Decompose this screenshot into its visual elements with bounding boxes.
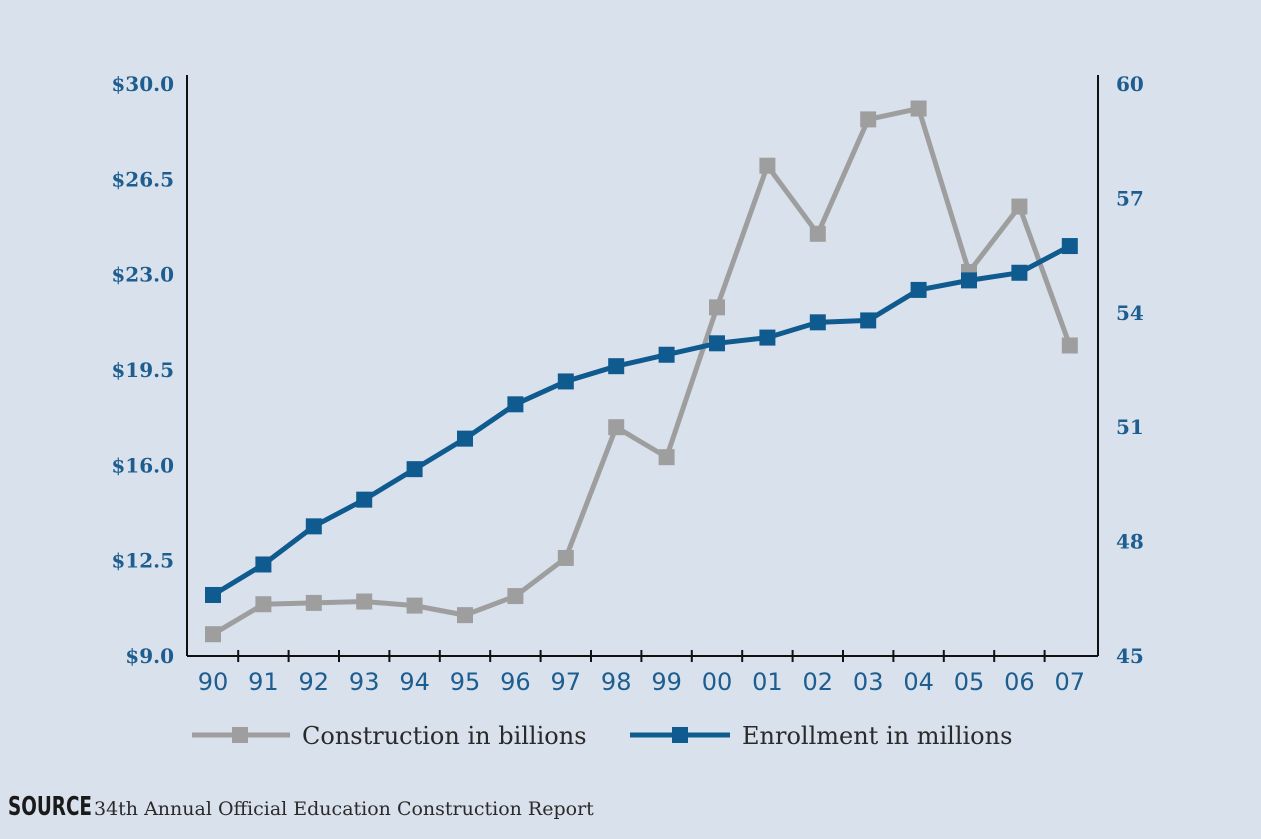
x-tick-label: 95 (450, 668, 481, 696)
data-point-enrollment (255, 556, 272, 573)
x-tick-label: 03 (853, 668, 884, 696)
left-tick-label: $30.0 (111, 72, 174, 96)
series-enrollment (205, 238, 1078, 603)
x-tick-label: 96 (500, 668, 531, 696)
data-point-construction (406, 597, 423, 614)
data-point-construction (759, 157, 776, 174)
x-axis-labels: 90 91 92 93 94 95 96 97 98 99 00 01 02 03 04 05 06 07 (198, 668, 1085, 696)
data-point-enrollment (809, 314, 826, 331)
data-point-construction (709, 299, 725, 316)
data-point-enrollment (608, 358, 625, 375)
right-axis-ticks: 45 48 51 54 57 60 (1116, 72, 1144, 668)
x-tick-label: 91 (248, 668, 279, 696)
x-axis-ticks (237, 650, 1046, 662)
data-point-enrollment (356, 491, 373, 508)
x-tick-label: 93 (349, 668, 380, 696)
data-point-enrollment (860, 312, 877, 329)
data-point-enrollment (961, 272, 977, 289)
x-tick-label: 02 (803, 668, 834, 696)
legend-item-enrollment: Enrollment in millions (630, 722, 1012, 750)
source-text: 34th Annual Official Education Construct… (94, 798, 594, 820)
data-point-construction (1011, 198, 1028, 215)
x-tick-label: 05 (954, 668, 985, 696)
right-tick-label: 60 (1116, 72, 1144, 96)
legend-marker-construction (232, 727, 248, 743)
legend-item-construction: Construction in billions (192, 722, 587, 750)
data-point-enrollment (205, 586, 221, 603)
series-construction (205, 100, 1078, 643)
data-point-enrollment (1011, 264, 1028, 281)
right-tick-label: 57 (1116, 186, 1144, 210)
x-tick-label: 07 (1055, 668, 1086, 696)
data-point-enrollment (759, 329, 776, 346)
right-tick-label: 54 (1116, 301, 1144, 325)
data-point-construction (356, 593, 373, 610)
left-tick-label: $16.0 (111, 453, 174, 477)
source-label: SOURCE (8, 792, 92, 822)
legend-label-enrollment: Enrollment in millions (742, 722, 1012, 750)
series-layer (205, 100, 1078, 643)
data-point-enrollment (910, 281, 927, 298)
data-point-construction (205, 626, 221, 643)
data-point-enrollment (305, 518, 322, 535)
data-point-construction (1061, 337, 1078, 354)
data-point-enrollment (507, 396, 524, 413)
x-tick-label: 00 (702, 668, 733, 696)
data-point-construction (557, 549, 574, 566)
data-point-construction (860, 111, 877, 128)
data-point-construction (910, 100, 927, 117)
data-point-enrollment (1061, 238, 1078, 255)
left-axis-ticks: $9.0 $12.5 $16.0 $19.5 $23.0 $26.5 $30.0 (111, 72, 174, 668)
legend-label-construction: Construction in billions (302, 722, 587, 750)
legend: Construction in billions Enrollment in m… (192, 722, 1012, 750)
x-tick-label: 94 (399, 668, 430, 696)
x-tick-label: 98 (601, 668, 632, 696)
left-tick-label: $19.5 (111, 358, 174, 382)
legend-marker-enrollment (672, 727, 688, 743)
data-point-construction (809, 225, 826, 242)
source-note: SOURCE 34th Annual Official Education Co… (8, 792, 594, 822)
data-point-enrollment (557, 373, 574, 390)
data-point-construction (608, 419, 625, 436)
right-tick-label: 51 (1116, 415, 1144, 439)
data-point-construction (305, 594, 322, 611)
data-point-enrollment (709, 335, 725, 352)
data-point-construction (255, 596, 272, 613)
data-point-construction (658, 449, 675, 466)
series-line-construction (211, 106, 1073, 637)
left-tick-label: $26.5 (111, 167, 174, 191)
data-point-enrollment (457, 430, 473, 447)
left-tick-label: $12.5 (111, 549, 174, 573)
x-tick-label: 97 (551, 668, 582, 696)
series-line-enrollment (211, 243, 1071, 598)
right-tick-label: 45 (1116, 644, 1144, 668)
data-point-construction (507, 588, 524, 605)
x-tick-label: 04 (903, 668, 934, 696)
data-point-enrollment (406, 461, 423, 478)
x-tick-label: 06 (1004, 668, 1035, 696)
x-tick-label: 99 (651, 668, 682, 696)
left-tick-label: $23.0 (111, 263, 174, 287)
x-tick-label: 90 (198, 668, 229, 696)
right-tick-label: 48 (1116, 530, 1144, 554)
x-tick-label: 92 (299, 668, 330, 696)
data-point-construction (457, 607, 473, 624)
data-point-enrollment (658, 346, 675, 363)
x-tick-label: 01 (752, 668, 783, 696)
left-tick-label: $9.0 (125, 644, 174, 668)
